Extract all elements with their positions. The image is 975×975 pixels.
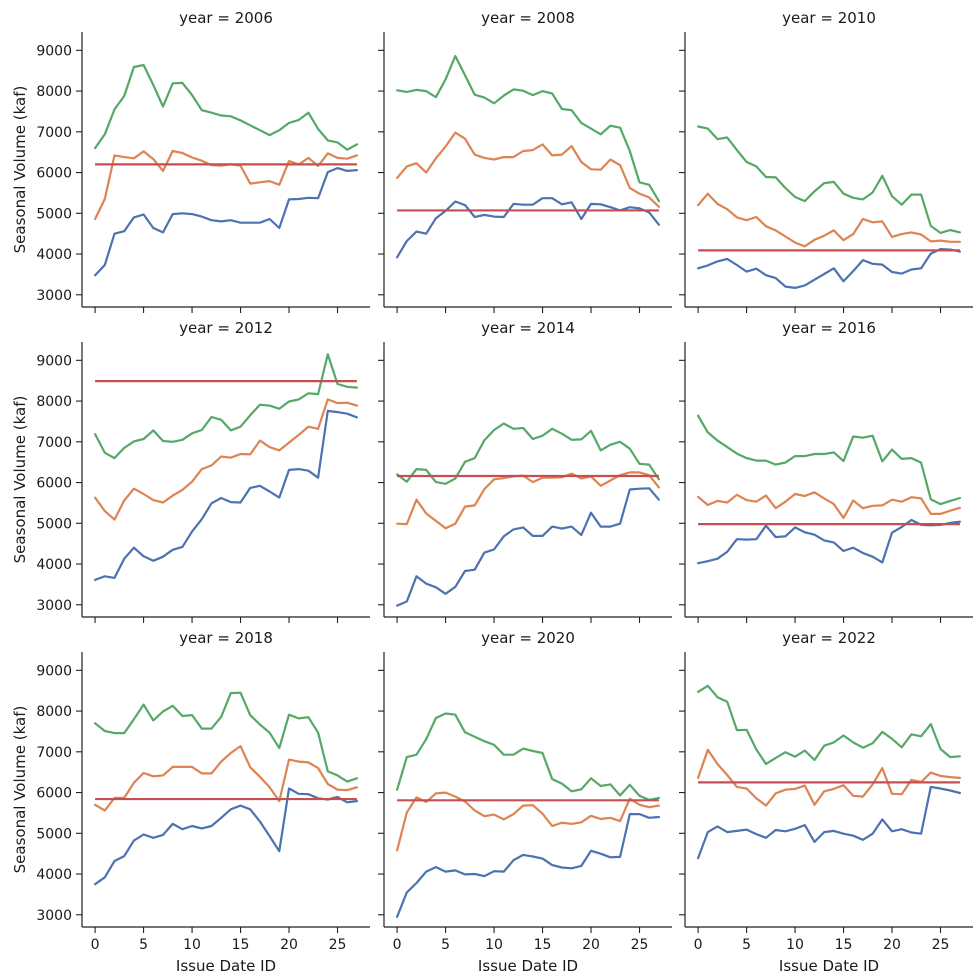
x-tick-label: 15: [835, 937, 853, 953]
y-tick-label: 4000: [36, 557, 72, 573]
series-line-mid: [93, 398, 358, 521]
series-line-low: [396, 487, 661, 607]
y-tick-label: 7000: [36, 745, 72, 761]
y-tick-label: 4000: [36, 867, 72, 883]
series-line-high: [696, 414, 962, 506]
x-axis-label: Issue Date ID: [176, 957, 276, 975]
y-tick-label: 3000: [36, 908, 72, 924]
y-tick-label: 8000: [36, 394, 72, 410]
y-tick-label: 5000: [36, 826, 72, 842]
x-tick-label: 0: [393, 937, 402, 953]
y-tick-label: 3000: [36, 288, 72, 304]
panel-title: year = 2012: [179, 319, 273, 337]
x-tick-label: 10: [786, 937, 804, 953]
series-line-mid: [396, 131, 661, 208]
panel-title: year = 2020: [481, 629, 575, 647]
x-tick-label: 25: [631, 937, 649, 953]
series-line-mid: [696, 192, 962, 248]
series-line-low: [696, 248, 962, 289]
series-line-mid: [696, 748, 962, 807]
x-tick-label: 20: [582, 937, 600, 953]
y-tick-label: 5000: [36, 516, 72, 532]
y-tick-label: 4000: [36, 247, 72, 263]
y-tick-label: 6000: [36, 166, 72, 182]
y-tick-label: 8000: [36, 704, 72, 720]
series-line-high: [396, 54, 661, 203]
panel-title: year = 2008: [481, 9, 575, 27]
series-line-mid: [93, 744, 358, 812]
x-tick-label: 5: [742, 937, 751, 953]
x-tick-label: 15: [534, 937, 552, 953]
facet-panel-2022: year = 2022 0 5 10 15 20 25 Issue Date ID: [679, 629, 973, 975]
series-line-high: [93, 353, 358, 460]
y-axis-label: Seasonal Volume (kaf): [11, 706, 29, 874]
y-tick-label: 6000: [36, 476, 72, 492]
x-tick-label: 25: [329, 937, 347, 953]
x-tick-label: 15: [232, 937, 250, 953]
x-tick-label: 20: [280, 937, 298, 953]
panel-title: year = 2018: [179, 629, 273, 647]
x-tick-label: 0: [694, 937, 703, 953]
y-tick-label: 8000: [36, 84, 72, 100]
y-tick-label: 6000: [36, 786, 72, 802]
facet-panel-2008: year = 2008: [378, 9, 672, 313]
series-line-high: [93, 63, 358, 151]
y-tick-label: 9000: [36, 353, 72, 369]
series-line-low: [93, 167, 358, 277]
y-axis-label: Seasonal Volume (kaf): [11, 86, 29, 254]
series-line-low: [396, 197, 661, 259]
y-tick-label: 7000: [36, 435, 72, 451]
facet-panel-2014: year = 2014: [378, 319, 672, 623]
x-tick-label: 25: [932, 937, 950, 953]
facet-panel-2020: year = 2020 0 5 10 15 20 25 Issue Date ID: [378, 629, 672, 975]
series-line-high: [396, 422, 661, 485]
panel-title: year = 2016: [782, 319, 876, 337]
series-line-mid: [93, 149, 358, 221]
x-axis-label: Issue Date ID: [779, 957, 879, 975]
series-line-low: [396, 812, 661, 918]
series-line-high: [696, 125, 962, 234]
y-tick-label: 9000: [36, 43, 72, 59]
x-tick-label: 5: [139, 937, 148, 953]
series-line-mid: [696, 491, 962, 520]
x-tick-label: 10: [183, 937, 201, 953]
x-tick-label: 20: [883, 937, 901, 953]
facet-panel-2006: year = 2006 3000 4000 5000 6000 7000 8000 9000 S…: [11, 9, 370, 313]
series-line-low: [696, 518, 962, 565]
y-tick-label: 3000: [36, 598, 72, 614]
panel-title: year = 2006: [179, 9, 273, 27]
y-tick-label: 5000: [36, 206, 72, 222]
series-line-mid: [396, 791, 661, 852]
y-axis-label: Seasonal Volume (kaf): [11, 396, 29, 564]
panel-title: year = 2022: [782, 629, 876, 647]
facet-panel-2012: year = 2012 3000 4000 5000 6000 7000 8000 9000 S…: [11, 319, 370, 623]
facet-panel-2018: year = 2018 3000 4000 5000 6000 7000 8000 9000 0…: [11, 629, 370, 975]
series-line-high: [396, 712, 661, 802]
panel-title: year = 2010: [782, 9, 876, 27]
y-tick-label: 7000: [36, 125, 72, 141]
series-line-low: [93, 409, 358, 582]
series-line-low: [696, 785, 962, 860]
x-tick-label: 10: [485, 937, 503, 953]
y-tick-label: 9000: [36, 663, 72, 679]
x-tick-label: 0: [91, 937, 100, 953]
series-line-high: [93, 691, 358, 783]
x-tick-label: 5: [441, 937, 450, 953]
panel-title: year = 2014: [481, 319, 575, 337]
series-line-high: [696, 684, 962, 766]
facet-panel-2010: year = 2010: [679, 9, 973, 313]
x-axis-label: Issue Date ID: [478, 957, 578, 975]
facet-panel-2016: year = 2016: [679, 319, 973, 623]
series-line-low: [93, 787, 358, 886]
series-line-mid: [396, 471, 661, 530]
